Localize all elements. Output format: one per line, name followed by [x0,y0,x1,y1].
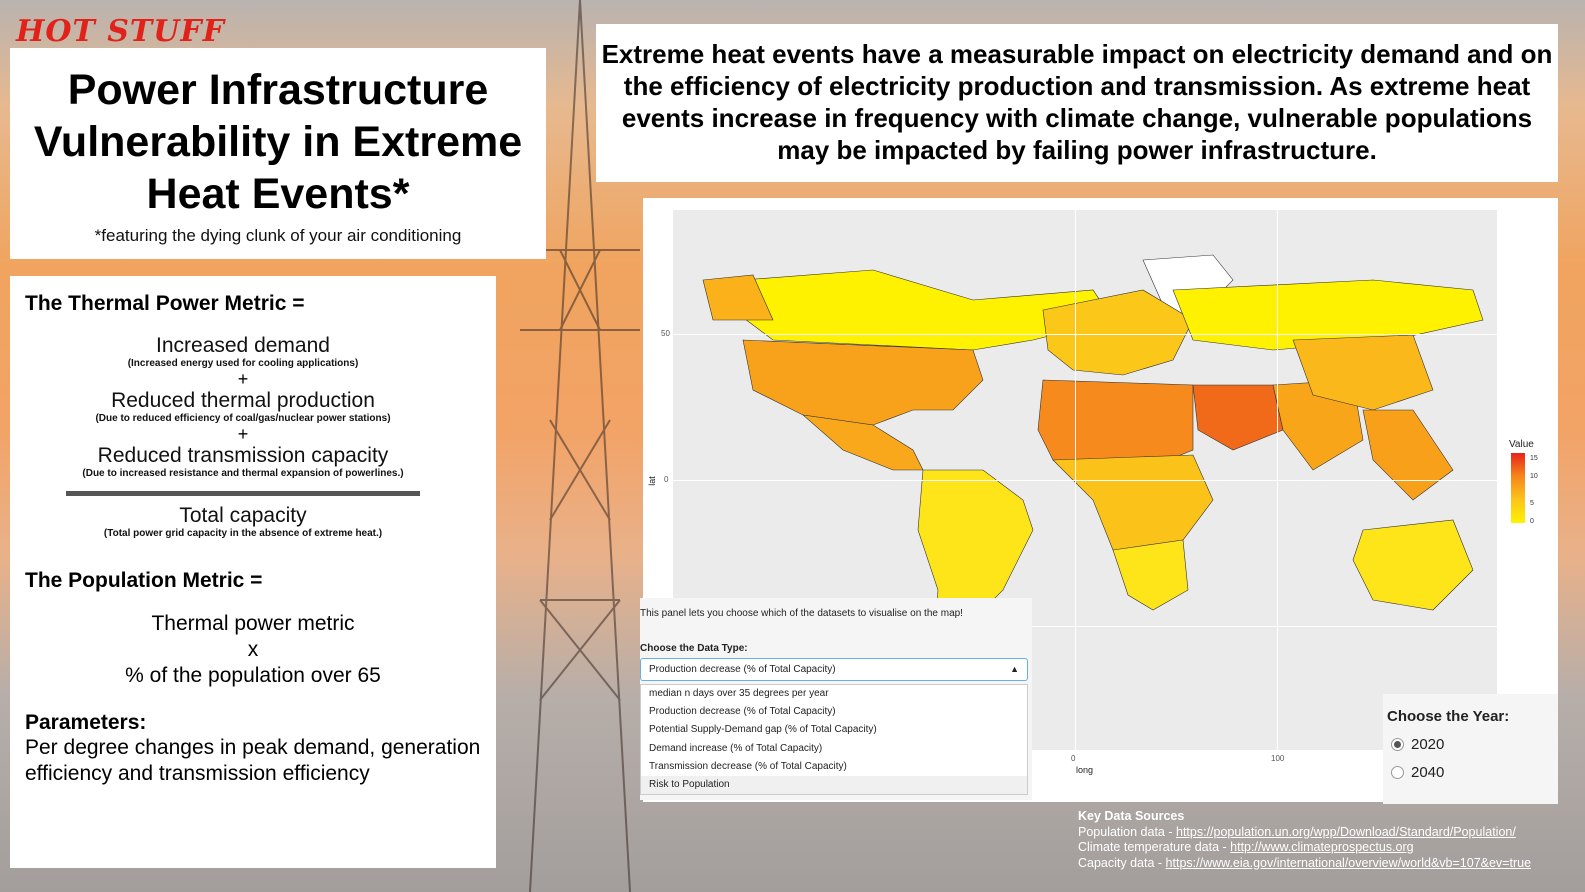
metrics-panel: The Thermal Power Metric = Increased dem… [10,276,496,868]
population-formula: Thermal power metric x % of the populati… [25,611,481,689]
region-australia [1352,519,1474,611]
plus-sign: + [237,369,249,389]
source-link[interactable]: http://www.climateprospectus.org [1230,840,1414,854]
source-climate: Climate temperature data - http://www.cl… [1078,840,1414,854]
x-tick-label: 0 [1071,754,1076,763]
y-tick-label: 0 [664,475,669,484]
brand-logo: HOT STUFF [16,14,225,49]
page-title: Power Infrastructure Vulnerability in Ex… [33,66,523,218]
selected-value: Production decrease (% of Total Capacity… [649,664,836,675]
region-alaska [702,274,774,321]
message-banner: Extreme heat events have a measurable im… [596,24,1558,182]
term-reduced-transmission: Reduced transmission capacity [97,444,389,467]
region-usa [742,339,984,426]
data-sources: Key Data Sources Population data - https… [1078,809,1578,871]
option-supply-demand-gap[interactable]: Potential Supply-Demand gap (% of Total … [649,724,877,736]
population-metric-heading: The Population Metric = [25,569,263,592]
option-demand-increase[interactable]: Demand increase (% of Total Capacity) [649,742,823,754]
y-tick-label: 50 [661,329,670,338]
gridline [673,480,1497,481]
pop-line-3: % of the population over 65 [125,664,381,687]
parameters-heading: Parameters: [25,711,147,734]
data-type-select[interactable]: Production decrease (% of Total Capacity… [640,658,1028,681]
sources-heading: Key Data Sources [1078,809,1185,823]
legend-tick: 5 [1530,500,1534,507]
year-option-label: 2020 [1411,736,1445,753]
plus-sign: + [237,424,249,444]
legend-tick: 15 [1530,455,1538,462]
data-type-panel: This panel lets you choose which of the … [640,598,1032,800]
radio-selected-icon[interactable] [1391,738,1404,751]
term-note: (Increased energy used for cooling appli… [127,358,359,369]
option-production-decrease[interactable]: Production decrease (% of Total Capacity… [649,706,836,718]
source-link[interactable]: https://population.un.org/wpp/Download/S… [1176,824,1516,839]
region-europe [1042,289,1194,376]
pop-line-1: Thermal power metric [151,612,355,635]
legend-color-bar [1511,453,1525,523]
option-risk-to-population[interactable]: Risk to Population [641,775,1027,795]
world-choropleth [702,254,1484,671]
year-option-2020[interactable]: 2020 [1391,736,1444,753]
legend-title: Value [1509,439,1534,450]
x-axis-label: long [1076,765,1094,775]
option-transmission-decrease[interactable]: Transmission decrease (% of Total Capaci… [649,760,847,772]
term-increased-demand: Increased demand [156,334,330,357]
fraction-bar [66,491,420,496]
source-population: Population data - https://population.un.… [1078,824,1516,839]
data-type-options: median n days over 35 degrees per year P… [640,684,1028,796]
page-subtitle: *featuring the dying clunk of your air c… [94,226,462,245]
region-canada [732,269,1114,351]
term-note: (Due to increased resistance and thermal… [82,468,404,479]
data-type-label: Choose the Data Type: [640,643,748,654]
y-axis-label: lat [646,476,657,486]
year-panel: Choose the Year: 2020 2040 [1383,694,1558,804]
source-link[interactable]: https://www.eia.gov/international/overvi… [1165,855,1532,870]
term-note: (Due to reduced efficiency of coal/gas/n… [95,413,391,424]
gridline [1075,210,1076,750]
year-option-label: 2040 [1411,764,1445,781]
term-total-capacity: Total capacity [179,504,307,527]
region-russia [1172,279,1484,351]
legend-tick: 10 [1530,473,1538,480]
option-median-days[interactable]: median n days over 35 degrees per year [649,688,829,699]
gridline [1277,210,1278,750]
region-china [1292,334,1434,411]
year-option-2040[interactable]: 2040 [1391,764,1444,781]
caret-up-icon[interactable]: ▲ [1010,664,1019,674]
gridline [673,334,1497,335]
pop-line-2: x [247,638,259,661]
region-southeast-asia [1362,409,1454,501]
map-plot-area[interactable] [673,210,1497,750]
thermal-metric-heading: The Thermal Power Metric = [25,292,305,315]
legend-tick: 0 [1530,518,1534,525]
title-card: Power Infrastructure Vulnerability in Ex… [10,48,546,259]
term-reduced-production: Reduced thermal production [111,389,375,412]
region-middle-east [1192,384,1284,451]
gridline [673,626,1497,627]
panel-intro: This panel lets you choose which of the … [640,608,963,619]
region-southern-africa [1112,539,1189,611]
x-tick-label: 100 [1271,754,1285,763]
term-note: (Total power grid capacity in the absenc… [103,528,383,539]
source-capacity: Capacity data - https://www.eia.gov/inte… [1078,855,1532,870]
year-label: Choose the Year: [1387,708,1510,725]
radio-unselected-icon[interactable] [1391,766,1404,779]
parameters-body: Per degree changes in peak demand, gener… [25,736,481,785]
